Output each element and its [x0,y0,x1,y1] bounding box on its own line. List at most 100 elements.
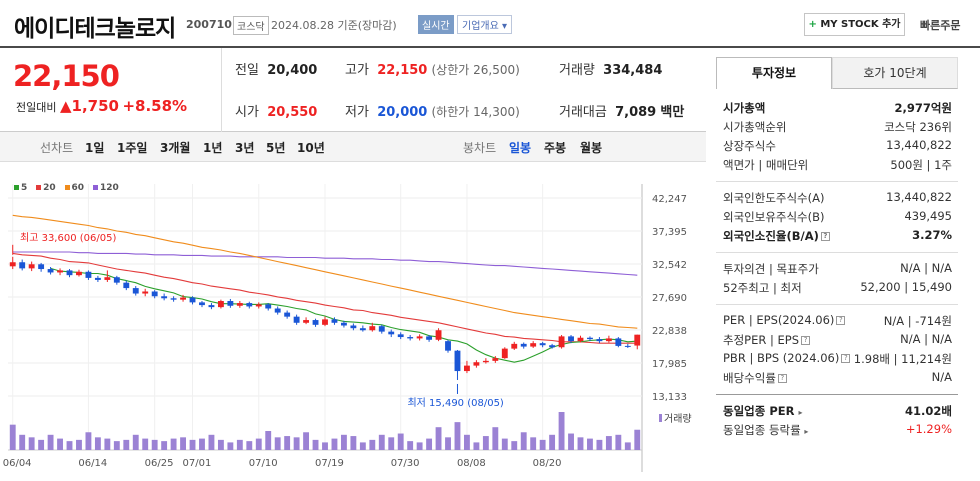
row-per-eps: PER | EPS(2024.06)? N/A | -714원 [723,313,952,328]
volume-bar [473,442,480,450]
row-est-per-eps: 추정PER | EPS? N/A | N/A [723,332,952,347]
candle-daily-button[interactable]: 일봉 [509,141,532,155]
volume-bar [378,434,385,450]
volume-bar [350,436,357,450]
invest-info-panel: 호가 10단계 투자정보 시가총액 2,977억원 시가총액순위 코스닥 236위 … [716,57,958,481]
volume-bar [454,422,461,450]
info-icon[interactable]: ? [777,374,787,383]
ma-line-ma120 [12,251,638,276]
company-overview-button[interactable]: 기업개요 ▾ [457,15,512,34]
period-1y-button[interactable]: 1년 [203,141,223,155]
period-10y-button[interactable]: 10년 [297,141,325,155]
divider [716,181,958,182]
row-listed-shares: 상장주식수 13,440,822 [723,138,952,153]
volume-bar [199,438,205,450]
volume-bar [189,439,196,450]
candle-body [236,303,243,306]
volume-bar [303,432,310,450]
volume-bar [615,434,622,450]
y-tick-label: 13,133 [652,392,687,403]
volume-bar [236,439,243,450]
quick-order-button[interactable]: 빠른주문 [920,19,961,32]
volume-bar [180,437,186,450]
volume-bar [634,429,641,450]
amount-unit: 백만 [660,105,685,120]
volume-bar [274,437,281,450]
volume-bar [549,434,556,450]
candle-body [246,303,253,307]
volume-bar [132,434,139,450]
volume-bar [66,441,73,450]
row-market-cap: 시가총액 2,977억원 [723,101,952,115]
volume-bar [208,434,215,450]
volume-bar [151,439,158,450]
divider [221,48,222,132]
candle-body [227,301,234,306]
tab-order-book[interactable]: 호가 10단계 [832,57,958,89]
period-5y-button[interactable]: 5년 [266,141,286,155]
volume-bar [142,438,149,450]
volume-bar [539,439,546,450]
candle-body [331,319,338,323]
row-par-value: 액면가 | 매매단위 500원 | 1주 [723,158,952,172]
info-icon[interactable]: ? [820,232,830,241]
volume-bar [359,442,366,450]
row-opinion: 투자의견 | 목표주가 N/A | N/A [723,261,952,276]
period-1w-button[interactable]: 1주일 [117,141,148,155]
candle-body [501,348,508,359]
ma-line-ma20 [12,252,638,344]
info-tabs: 호가 10단계 투자정보 [716,57,958,89]
change-label: 전일대비 [16,101,57,114]
candle-body [416,336,423,339]
volume-bar [407,441,414,450]
candle-weekly-button[interactable]: 주봉 [544,141,567,155]
candle-monthly-button[interactable]: 월봉 [580,141,603,155]
volume-bar [331,438,338,450]
tab-invest-info[interactable]: 투자정보 [716,57,832,89]
candle-body [180,297,186,300]
row-industry-per[interactable]: 동일업종 PER ▸ 41.02배 [723,404,952,418]
info-icon[interactable]: ? [836,316,846,325]
volume-bar [445,437,451,450]
candle-body [189,297,196,303]
volume-bar [123,439,130,450]
volume-bar [530,437,537,450]
period-3y-button[interactable]: 3년 [235,141,255,155]
x-tick-label: 08/20 [533,458,562,469]
my-stock-add-button[interactable]: + MY STOCK 추가 [804,13,905,36]
chevron-right-icon: ▸ [804,427,809,436]
candle-chart-label: 봉차트 [463,141,497,155]
candle-body [255,304,262,307]
candle-body [151,291,158,297]
volume-bar [265,431,272,450]
volume-legend-mark [659,414,662,422]
info-icon[interactable]: ? [841,354,851,363]
candle-body [511,343,518,349]
info-icon[interactable]: ? [801,336,811,345]
candle-body [407,337,414,339]
volume-bar [227,442,234,450]
volume-bar [340,434,347,450]
candle-body [624,345,631,347]
x-tick-label: 08/08 [457,458,486,469]
candle-body [435,330,442,340]
period-1d-button[interactable]: 1일 [85,141,105,155]
prev-close-value: 20,400 [267,63,318,78]
candle-body [340,322,347,326]
period-3m-button[interactable]: 3개월 [160,141,191,155]
volume-bar [94,437,101,450]
open-field: 시가 20,550 [235,105,318,120]
my-stock-label: MY STOCK 추가 [820,19,901,30]
volume-bar [57,438,63,450]
volume-bar [568,433,574,450]
ma-line-ma60 [12,214,638,329]
row-foreign-limit: 외국인한도주식수(A) 13,440,822 [723,190,952,205]
volume-bar [397,433,404,450]
realtime-button[interactable]: 실시간 [418,15,454,34]
row-industry-change[interactable]: 동일업종 등락률 ▸ +1.29% [723,422,952,437]
candle-body [113,277,120,283]
stock-header: 에이디테크놀로지 200710 코스닥 2024.08.28 기준(장마감) 실… [0,0,980,48]
volume-bar [28,437,35,450]
legend-ma5: 5 [14,183,27,193]
y-tick-label: 37,395 [652,227,687,238]
